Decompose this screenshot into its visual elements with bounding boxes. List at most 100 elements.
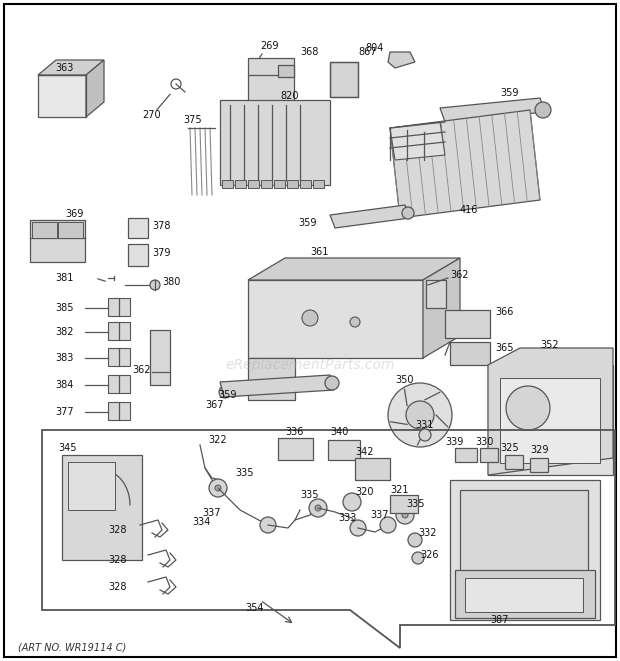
Text: 359: 359 [298,218,316,228]
Text: 336: 336 [285,427,303,437]
Circle shape [506,386,550,430]
Text: 354: 354 [245,603,264,613]
Circle shape [396,506,414,524]
Text: 385: 385 [55,303,74,313]
Bar [300,180,311,188]
Circle shape [408,533,422,547]
Text: 340: 340 [330,427,348,437]
Text: 382: 382 [55,327,74,337]
Text: 342: 342 [355,447,373,457]
Bar [450,480,600,620]
Text: 361: 361 [310,247,329,257]
Text: 331: 331 [415,420,433,430]
Text: 329: 329 [530,445,549,455]
Text: 365: 365 [495,343,513,353]
Circle shape [215,485,221,491]
Text: 380: 380 [162,277,180,287]
Circle shape [309,499,327,517]
Bar [330,62,358,97]
Polygon shape [38,60,104,75]
Text: 375: 375 [183,115,202,125]
Text: 269: 269 [260,41,278,51]
Text: 366: 366 [495,307,513,317]
Bar [248,180,259,188]
Circle shape [388,383,452,447]
Bar [287,180,298,188]
Text: 345: 345 [58,443,76,453]
Bar [62,455,142,560]
Bar [58,222,83,238]
Text: 352: 352 [540,340,559,350]
Polygon shape [423,258,460,358]
Text: 359: 359 [218,390,236,400]
Text: 334: 334 [192,517,210,527]
Bar [455,448,477,462]
Text: 333: 333 [338,513,356,523]
Circle shape [219,386,231,398]
Bar [530,458,548,472]
Text: 328: 328 [108,555,126,565]
Polygon shape [248,258,460,280]
Text: 330: 330 [475,437,494,447]
Bar [108,322,130,340]
Bar [278,65,294,77]
Bar [222,180,233,188]
Bar [390,495,418,513]
Bar [445,310,490,338]
Bar [248,58,294,110]
Bar [460,490,588,608]
Bar [426,280,446,308]
Circle shape [406,401,434,429]
Circle shape [150,280,160,290]
Bar [500,378,600,463]
Text: 381: 381 [55,273,73,283]
Circle shape [412,552,424,564]
Bar [261,180,272,188]
Polygon shape [330,205,410,228]
Bar [480,448,498,462]
Polygon shape [220,375,334,397]
Text: 362: 362 [450,270,469,280]
Text: 384: 384 [55,380,73,390]
Text: 820: 820 [280,91,298,101]
Circle shape [315,505,321,511]
Text: 339: 339 [445,437,463,447]
Text: 804: 804 [365,43,383,53]
Text: 368: 368 [300,47,319,57]
Bar [465,578,583,612]
Circle shape [419,429,431,441]
Circle shape [535,102,551,118]
Bar [274,180,285,188]
Circle shape [402,207,414,219]
Bar [355,458,390,480]
Polygon shape [450,342,490,365]
Bar [128,218,148,238]
Text: 335: 335 [406,499,425,509]
Circle shape [325,376,339,390]
Bar [108,298,130,316]
Text: 328: 328 [108,582,126,592]
Text: 387: 387 [490,615,508,625]
Text: 867: 867 [358,47,376,57]
Text: 416: 416 [460,205,479,215]
Text: 335: 335 [300,490,319,500]
Bar [248,280,423,358]
Text: 325: 325 [500,443,518,453]
Polygon shape [86,60,104,117]
Circle shape [350,317,360,327]
Text: (ART NO. WR19114 C): (ART NO. WR19114 C) [18,643,126,653]
Circle shape [260,517,276,533]
Text: 369: 369 [65,209,83,219]
Circle shape [302,310,318,326]
Text: eReplacementParts.com: eReplacementParts.com [225,358,395,372]
Text: 359: 359 [500,88,518,98]
Polygon shape [488,348,613,475]
Polygon shape [390,122,445,160]
Polygon shape [388,52,415,68]
Text: 332: 332 [418,528,436,538]
Circle shape [402,512,408,518]
Text: 337: 337 [202,508,221,518]
Bar [278,438,313,460]
Bar [32,222,57,238]
Bar [488,365,613,475]
